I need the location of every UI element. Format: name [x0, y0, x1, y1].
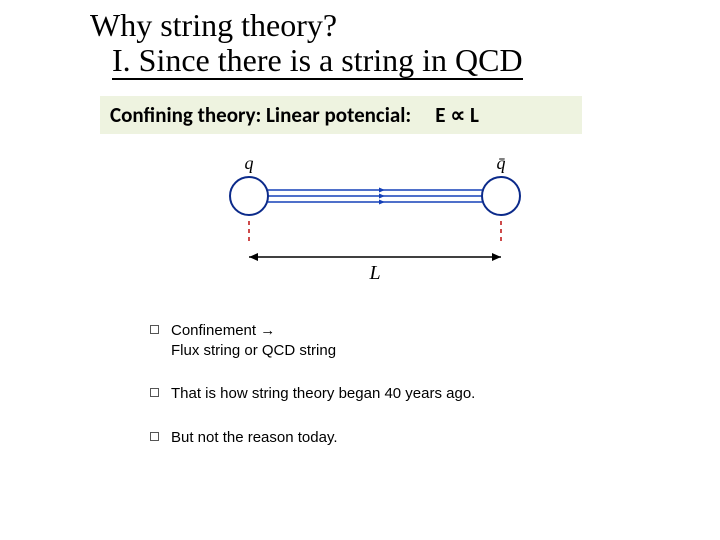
slide: Why string theory? I. Since there is a s…: [0, 0, 720, 540]
formula-text: Confining theory: Linear potencial:: [110, 102, 411, 128]
bullet-item: Confinement → Flux string or QCD string: [150, 321, 660, 360]
checkbox-icon: [150, 388, 159, 397]
title-line-1: Why string theory?: [90, 8, 660, 43]
title-line-2: I. Since there is a string in QCD: [90, 43, 660, 80]
checkbox-icon: [150, 432, 159, 441]
checkbox-icon: [150, 325, 159, 334]
bullet-item: But not the reason today.: [150, 428, 660, 448]
slide-title: Why string theory? I. Since there is a s…: [90, 8, 660, 80]
bullet-text: But not the reason today.: [171, 428, 338, 448]
bullet-item: That is how string theory began 40 years…: [150, 384, 660, 404]
qcd-flux-diagram: q q̄ L: [205, 148, 545, 293]
diagram-svg: q q̄ L: [205, 148, 545, 288]
svg-text:q̄: q̄: [497, 153, 506, 173]
svg-text:L: L: [368, 262, 380, 284]
formula-banner: Confining theory: Linear potencial: E ∝ L: [100, 96, 582, 134]
formula-relation: E ∝ L: [435, 102, 479, 128]
bullet-text: That is how string theory began 40 years…: [171, 384, 475, 404]
bullet-list: Confinement → Flux string or QCD string …: [90, 321, 660, 447]
svg-text:q: q: [245, 153, 254, 173]
bullet-text: Confinement → Flux string or QCD string: [171, 321, 336, 360]
diagram-container: q q̄ L: [90, 148, 660, 293]
